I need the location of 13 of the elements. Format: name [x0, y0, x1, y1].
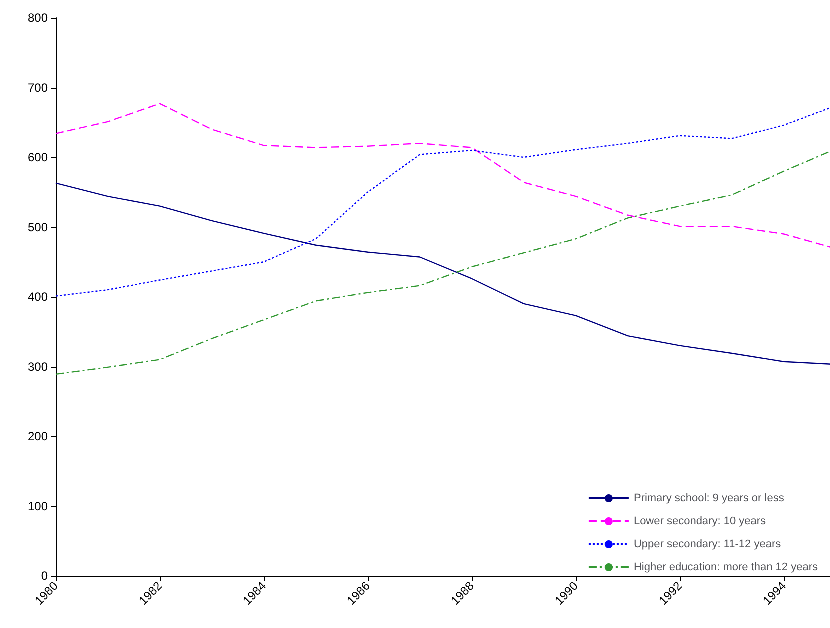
y-tick-label: 500	[28, 220, 48, 234]
y-tick-label: 700	[28, 80, 48, 95]
y-tick-label: 300	[28, 360, 48, 374]
y-tick-label: 100	[28, 499, 48, 514]
legend-label: Primary school: 9 years or less	[634, 492, 785, 504]
y-tick-label: 600	[28, 150, 48, 164]
y-tick-label: 0	[41, 569, 48, 583]
legend-label: Upper secondary: 11-12 years	[634, 538, 782, 550]
y-tick-label: 200	[28, 430, 48, 444]
y-tick-label: 800	[28, 11, 48, 25]
y-tick-label: 400	[28, 290, 48, 304]
legend-label: Lower secondary: 10 years	[634, 516, 767, 528]
legend-label: Higher education: more than 12 years	[634, 562, 818, 574]
